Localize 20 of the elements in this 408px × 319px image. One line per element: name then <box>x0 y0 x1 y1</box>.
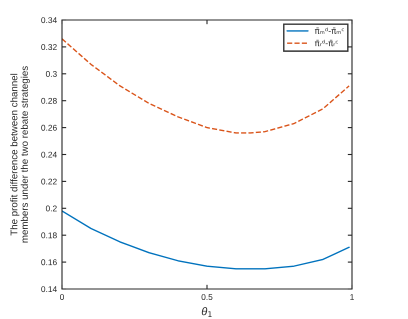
legend-label: π̄ᵣᵈ-π̄ᵣᶜ <box>314 40 338 46</box>
y-tick-label: 0.24 <box>41 152 57 158</box>
y-tick-label: 0.16 <box>41 259 57 266</box>
y-tick-label: 0.28 <box>41 98 57 104</box>
x-tick-label: 0 <box>60 294 64 300</box>
x-tick-label: 1 <box>350 294 354 300</box>
y-tick-label: 0.18 <box>41 232 57 238</box>
y-tick-label: 0.32 <box>41 44 57 50</box>
line-series <box>62 38 350 134</box>
y-tick-label: 0.26 <box>41 124 57 131</box>
y-tick-label: 0.3 <box>46 71 57 77</box>
x-axis-title: θ$_{1}$ <box>202 307 212 317</box>
y-tick-label: 0.2 <box>46 206 57 212</box>
y-axis-title: The profit difference between channel members under the two rebate strategies <box>10 66 30 242</box>
line-series <box>62 210 350 270</box>
y-tick-label: 0.34 <box>41 17 57 24</box>
y-tick-label: 0.22 <box>41 178 57 184</box>
y-tick-label: 0.14 <box>41 286 57 292</box>
x-tick-label: 0.5 <box>202 294 212 300</box>
legend-label: π̄ₘᵈ-π̄ₘᶜ <box>314 28 344 34</box>
